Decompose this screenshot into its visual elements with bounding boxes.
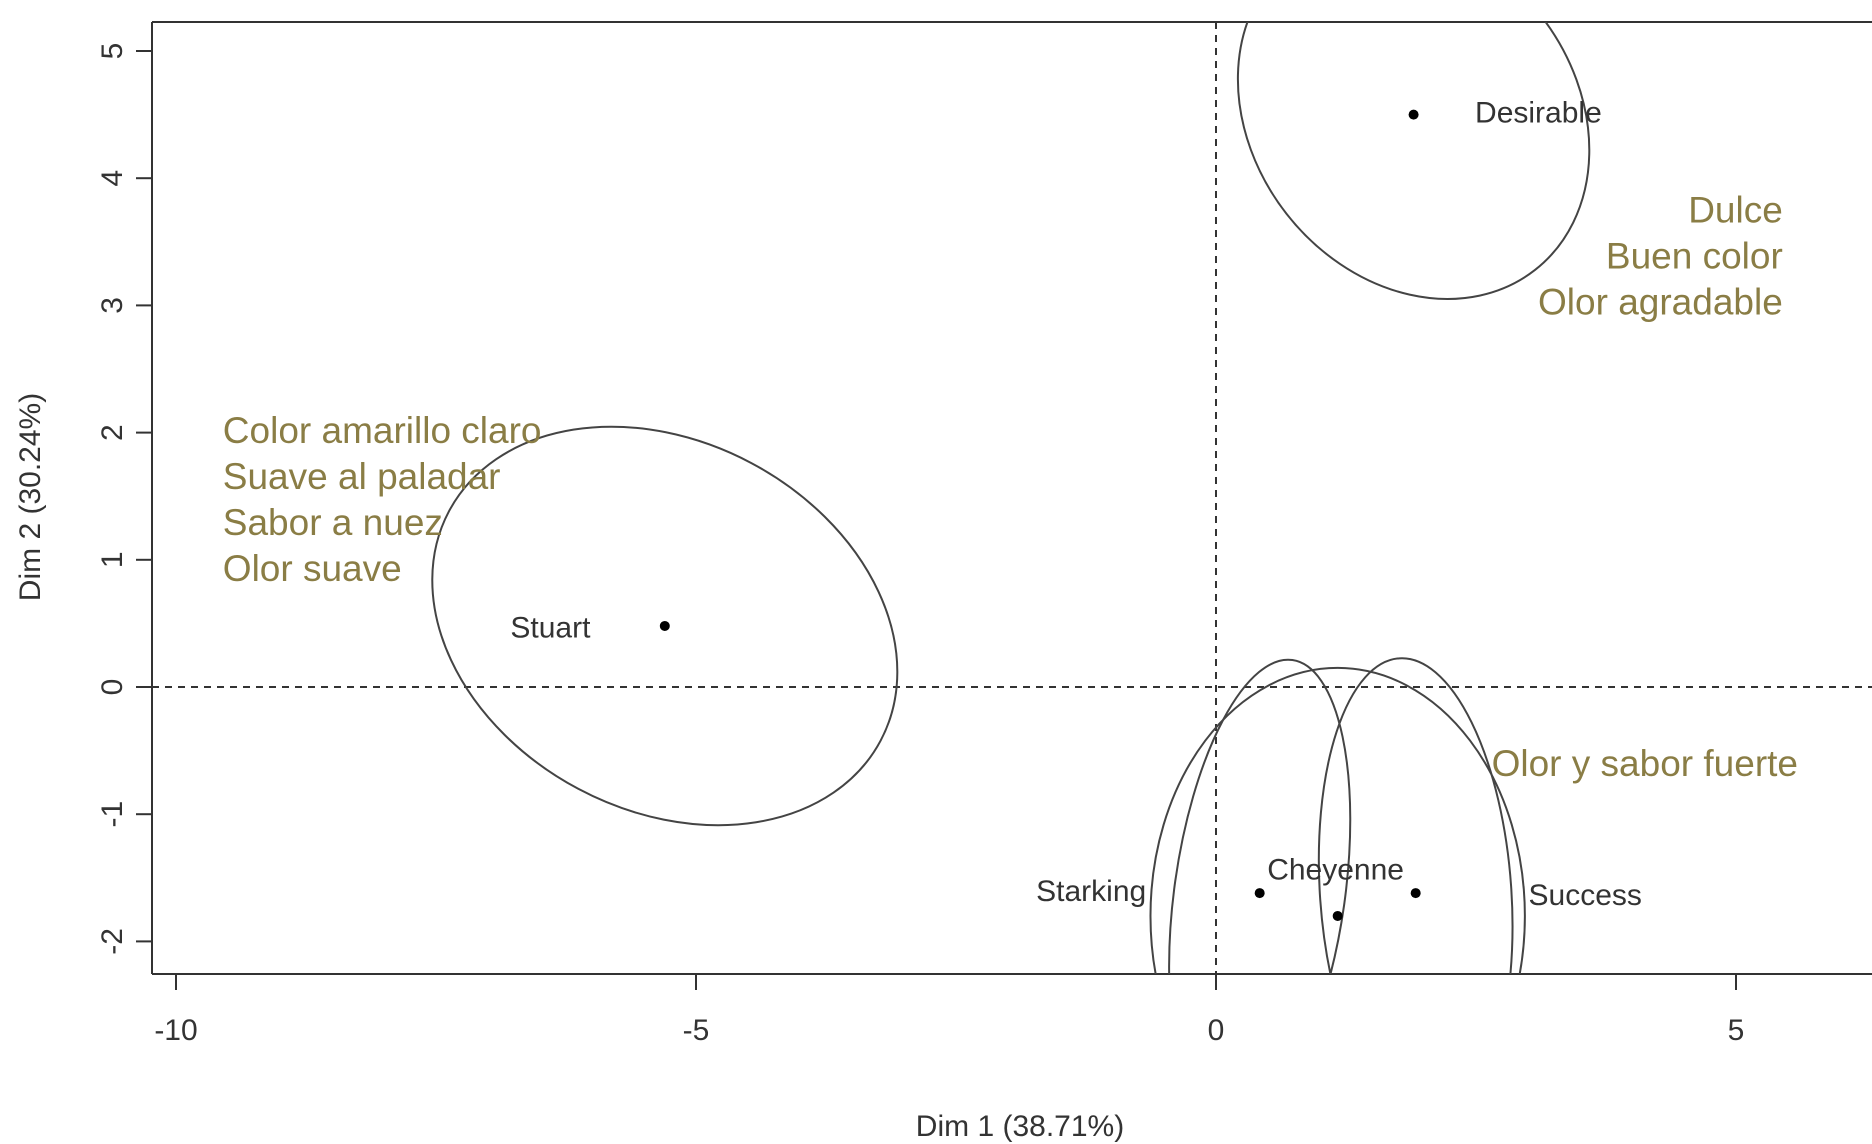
ellipse-success [1317, 657, 1514, 974]
annotation-line: Olor suave [223, 548, 402, 589]
point-label-starking: Starking [1036, 875, 1146, 908]
annotation-line: Sabor a nuez [223, 502, 443, 543]
ellipse-stuart [431, 425, 899, 827]
y-tick-label: -1 [96, 801, 129, 828]
x-tick-label: 0 [1208, 1014, 1225, 1047]
point-label-desirable: Desirable [1475, 97, 1602, 130]
point-starking [1254, 888, 1265, 899]
point-success [1410, 888, 1421, 899]
y-tick-label: 3 [96, 297, 129, 314]
point-stuart [659, 620, 670, 631]
reference-lines [152, 22, 1872, 974]
annotation-line: Dulce [1688, 190, 1783, 231]
annotation-line: Suave al paladar [223, 456, 501, 497]
point-label-success: Success [1529, 879, 1642, 912]
y-tick-label: 4 [96, 170, 129, 187]
y-tick-label: -2 [96, 928, 129, 955]
y-tick-label: 5 [96, 43, 129, 60]
annotations: Dulce Buen color Olor agradable Color amari… [223, 190, 1798, 784]
annotation-line: Buen color [1606, 236, 1783, 277]
point-cheyenne [1332, 910, 1343, 921]
annotation-line: Olor y sabor fuerte [1492, 743, 1798, 784]
x-tick-label: 5 [1728, 1014, 1745, 1047]
ellipse-starking [1168, 658, 1352, 974]
ellipse-desirable [1236, 22, 1591, 300]
annotation-line: Color amarillo claro [223, 410, 542, 451]
x-axis: -10 -5 0 5 [154, 974, 1744, 1047]
y-axis: -2 -1 0 1 2 3 4 5 [96, 43, 152, 955]
x-tick-label: -5 [683, 1014, 710, 1047]
y-tick-label: 1 [96, 551, 129, 568]
y-tick-label: 0 [96, 679, 129, 696]
confidence-ellipses [431, 22, 1591, 974]
y-axis-title: Dim 2 (30.24%) [14, 393, 47, 601]
x-axis-title: Dim 1 (38.71%) [916, 1110, 1124, 1143]
point-desirable [1408, 109, 1419, 120]
annotation-line: Olor agradable [1538, 282, 1783, 323]
plot-frame [151, 21, 1872, 975]
point-label-stuart: Stuart [510, 612, 591, 645]
point-label-cheyenne: Cheyenne [1267, 853, 1404, 886]
ellipse-cheyenne [1149, 666, 1526, 974]
point-labels: Desirable Stuart Starking Cheyenne Success [510, 97, 1642, 912]
x-tick-label: -10 [154, 1014, 197, 1047]
data-points [659, 109, 1421, 921]
y-tick-label: 2 [96, 424, 129, 441]
